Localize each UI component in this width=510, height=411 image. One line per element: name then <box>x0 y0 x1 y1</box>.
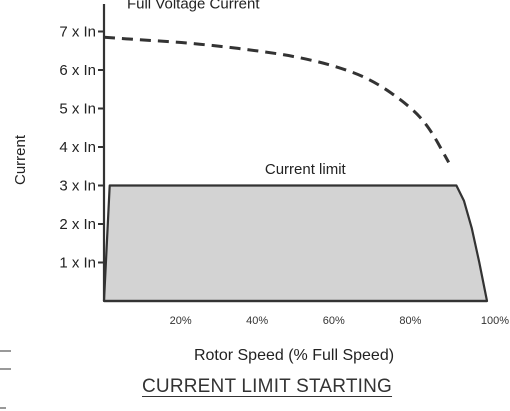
chart-annotations: Full Voltage Current Current limit <box>127 0 347 178</box>
cropped-edge-marks <box>0 350 11 409</box>
y-tick-label-5: 5 x In <box>59 101 96 118</box>
x-tick-label-100: 100% <box>481 315 509 327</box>
chart-axes <box>98 4 487 303</box>
y-tick-labels: 1 x In 2 x In 3 x In 4 x In 5 x In 6 x In 7 x … <box>59 24 96 272</box>
y-tick-label-3: 3 x In <box>59 178 96 195</box>
y-tick-label-1: 1 x In <box>59 255 96 272</box>
x-tick-labels: 20% 40% 60% 80% 100% <box>170 315 510 327</box>
series-current-limit-area <box>102 184 489 303</box>
x-axis-label: Rotor Speed (% Full Speed) <box>194 347 394 364</box>
annotation-0: Full Voltage Current <box>127 0 260 12</box>
chart-title: CURRENT LIMIT STARTING <box>142 376 393 397</box>
x-tick-label-60: 60% <box>323 315 345 327</box>
y-axis-label: Current <box>12 134 29 185</box>
y-tick-label-7: 7 x In <box>59 24 96 41</box>
y-tick-label-2: 2 x In <box>59 216 96 233</box>
series-full-voltage-current-line <box>103 35 451 164</box>
x-tick-label-40: 40% <box>246 315 268 327</box>
y-tick-label-4: 4 x In <box>59 139 96 156</box>
annotation-1: Current limit <box>265 161 347 178</box>
x-tick-label-20: 20% <box>170 315 192 327</box>
y-tick-label-6: 6 x In <box>59 62 96 79</box>
chart-series <box>102 35 489 303</box>
x-tick-label-80: 80% <box>399 315 421 327</box>
